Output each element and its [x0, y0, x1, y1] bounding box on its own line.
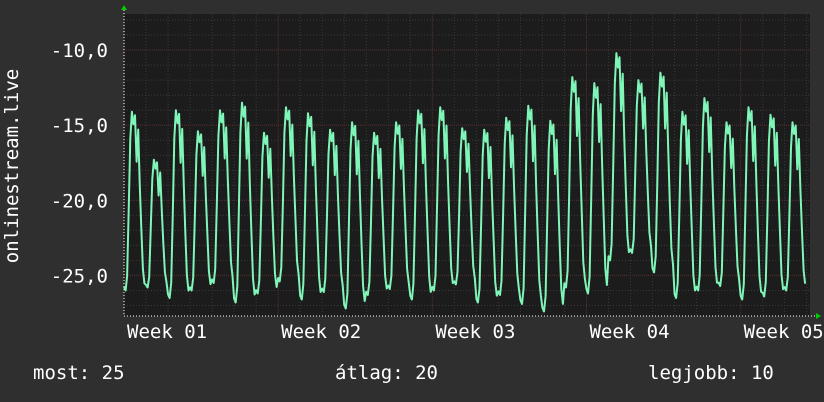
- y-tick-label: -25,0: [51, 265, 108, 287]
- y-tick-labels: -10,0 -15,0 -20,0 -25,0: [51, 40, 108, 287]
- y-tick-label: -10,0: [51, 40, 108, 62]
- x-tick-label: Week 03: [435, 321, 515, 343]
- y-axis-label: onlinestream.live: [1, 69, 23, 263]
- x-tick-label: Week 05: [744, 321, 824, 343]
- axes: [121, 5, 821, 319]
- x-tick-label: Week 01: [127, 321, 207, 343]
- y-tick-label: -20,0: [51, 190, 108, 212]
- line-chart: -10,0-15,0-20,0-25,0 Week 01 Week 02 Week …: [1, 5, 824, 343]
- x-tick-label: Week 04: [589, 321, 669, 343]
- x-axis-arrow: [816, 313, 821, 319]
- y-tick-label: -15,0: [51, 115, 108, 137]
- y-axis-arrow: [121, 5, 127, 10]
- stat-current: most: 25: [33, 362, 125, 384]
- x-tick-label: Week 02: [281, 321, 361, 343]
- stat-average: átlag: 20: [335, 362, 438, 384]
- stat-best: legjobb: 10: [648, 362, 774, 384]
- series-line: [123, 52, 807, 313]
- x-tick-labels: Week 01 Week 02 Week 03 Week 04 Week 05: [127, 321, 824, 343]
